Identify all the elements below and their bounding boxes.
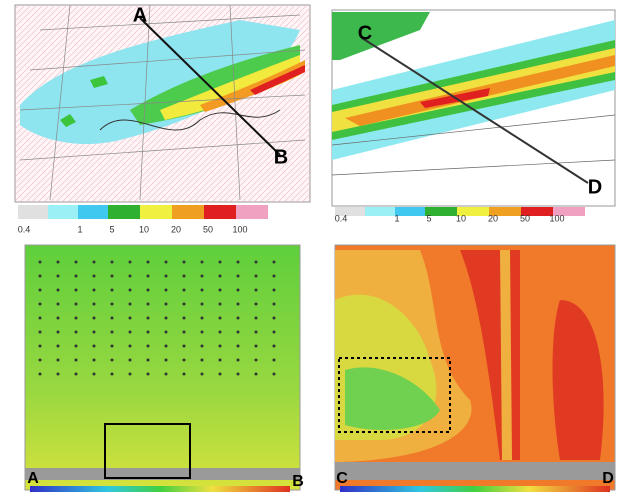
colorbar-label: 20: [488, 213, 498, 223]
panel-4: [335, 245, 615, 492]
colorbar-label: 1: [77, 224, 82, 234]
panel-2: [332, 10, 615, 216]
point-label: D: [588, 176, 602, 198]
point-label: B: [274, 146, 288, 168]
point-label: A: [133, 4, 147, 26]
point-label: D: [602, 470, 614, 487]
colorbar-label: 100: [549, 213, 564, 223]
point-label: B: [292, 473, 304, 490]
point-label: A: [27, 470, 39, 487]
colorbar-label: 0.4: [18, 224, 31, 234]
panel-1: [15, 5, 310, 222]
colorbar-label: 50: [520, 213, 530, 223]
colorbar-label: 100: [232, 224, 247, 234]
colorbar-label: 20: [171, 224, 181, 234]
colorbar-label: 5: [426, 213, 431, 223]
point-label: C: [358, 22, 372, 44]
colorbar: [18, 205, 268, 219]
colorbar-label: 50: [203, 224, 213, 234]
panel-3: [25, 245, 300, 492]
figure: A B C D A B C D 0.4 1 5 10 20 50 100 0.4 1 5 10 20 50 100: [0, 0, 617, 497]
point-label: C: [336, 470, 348, 487]
colorbar-label: 0.4: [335, 213, 348, 223]
colorbar-label: 5: [109, 224, 114, 234]
colorbar-label: 10: [456, 213, 466, 223]
colorbar-label: 10: [139, 224, 149, 234]
colorbar-label: 1: [394, 213, 399, 223]
